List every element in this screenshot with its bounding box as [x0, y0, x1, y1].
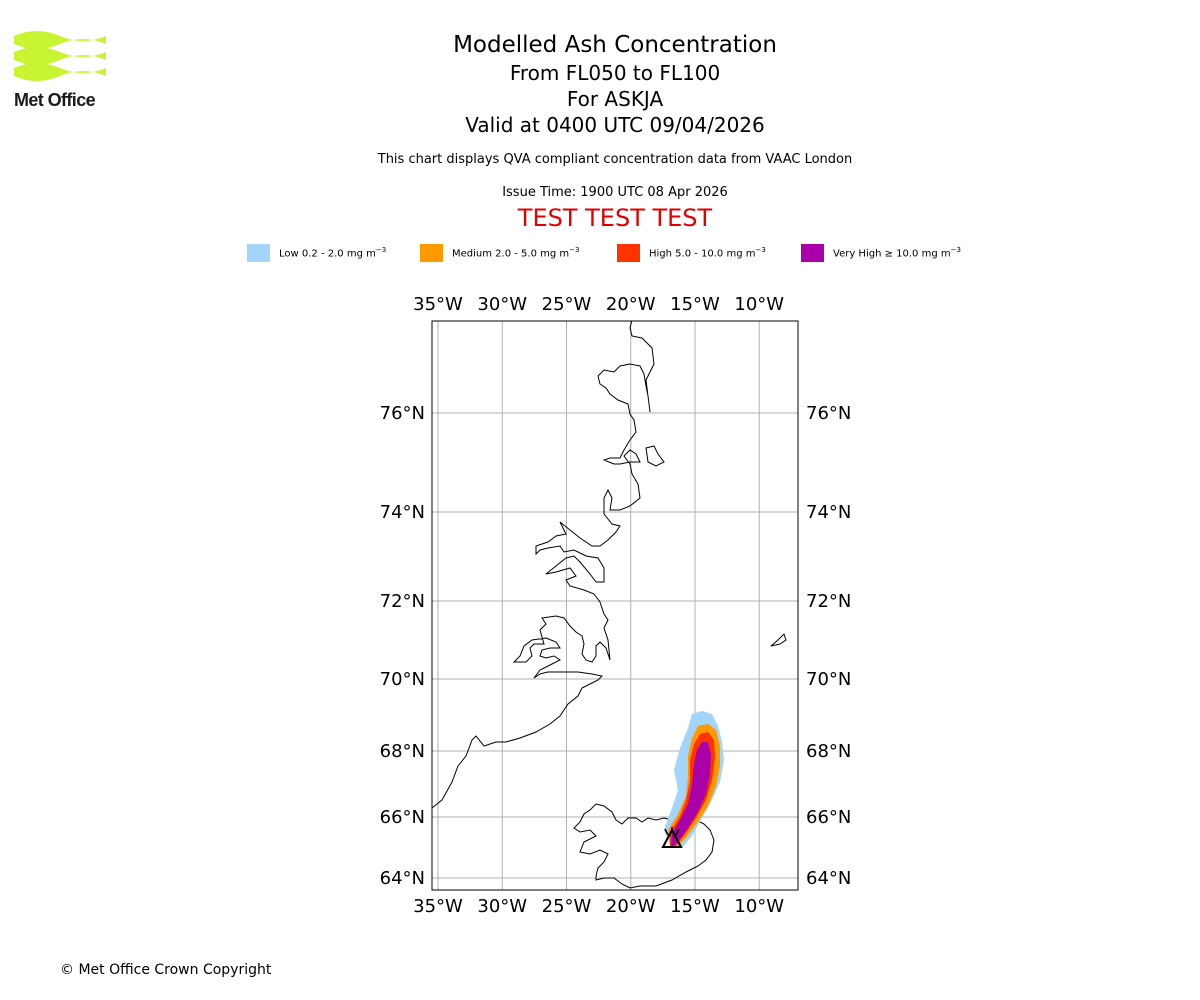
legend-item-medium: Medium 2.0 - 5.0 mg m−3 — [420, 244, 579, 262]
chart-description: This chart displays QVA compliant concen… — [377, 152, 853, 167]
longitude-tick-label: 15°W — [670, 294, 720, 315]
legend-unit-exponent: −3 — [755, 246, 766, 255]
longitude-tick-label: 20°W — [606, 294, 656, 315]
legend-label-medium: Medium 2.0 - 5.0 mg m — [452, 248, 570, 260]
volcano-icon — [661, 827, 683, 848]
iceland-coastline — [573, 803, 715, 889]
latitude-tick-label: 64°N — [806, 868, 851, 889]
map-gridlines — [432, 321, 798, 890]
latitude-labels-right: 76°N 74°N 72°N 70°N 68°N 66°N 64°N — [806, 403, 851, 889]
volcano-name: For ASKJA — [566, 87, 664, 111]
legend-item-low: Low 0.2 - 2.0 mg m−3 — [247, 244, 386, 262]
legend-label-low: Low 0.2 - 2.0 mg m — [279, 248, 376, 260]
chart-header: Modelled Ash Concentration From FL050 to… — [315, 30, 915, 232]
latitude-tick-label: 68°N — [806, 741, 851, 762]
valid-time: Valid at 0400 UTC 09/04/2026 — [465, 113, 765, 137]
legend-unit-exponent: −3 — [375, 246, 387, 255]
latitude-tick-label: 70°N — [380, 669, 425, 690]
copyright-notice: © Met Office Crown Copyright — [60, 962, 272, 978]
legend-swatch-very-high — [801, 244, 824, 262]
latitude-tick-label: 76°N — [380, 403, 425, 424]
island-outline — [645, 445, 665, 467]
longitude-tick-label: 15°W — [670, 896, 720, 917]
latitude-tick-label: 70°N — [806, 669, 851, 690]
longitude-tick-label: 20°W — [606, 896, 656, 917]
jan-mayen-outline — [770, 633, 787, 647]
legend-item-high: High 5.0 - 10.0 mg m−3 — [617, 244, 766, 262]
longitude-tick-label: 25°W — [542, 294, 592, 315]
legend-label-high: High 5.0 - 10.0 mg m — [649, 248, 756, 260]
latitude-tick-label: 66°N — [380, 807, 425, 828]
issue-time: Issue Time: 1900 UTC 08 Apr 2026 — [502, 185, 728, 200]
legend-swatch-medium — [420, 244, 443, 262]
latitude-labels-left: 76°N 74°N 72°N 70°N 68°N 66°N 64°N — [380, 403, 425, 889]
longitude-tick-label: 10°W — [734, 294, 784, 315]
longitude-tick-label: 35°W — [413, 294, 463, 315]
logo-text: Met Office — [14, 90, 96, 110]
met-office-waves-icon — [14, 31, 106, 81]
flight-level-range: From FL050 to FL100 — [509, 61, 721, 85]
chart-title: Modelled Ash Concentration — [453, 32, 777, 58]
legend-label-very-high: Very High ≥ 10.0 mg m — [833, 248, 951, 260]
map-frame — [431, 320, 799, 891]
latitude-tick-label: 64°N — [380, 868, 425, 889]
legend-swatch-low — [247, 244, 270, 262]
legend-item-very-high: Very High ≥ 10.0 mg m−3 — [801, 244, 961, 262]
longitude-tick-label: 30°W — [477, 294, 527, 315]
legend-unit-exponent: −3 — [569, 246, 580, 255]
test-banner: TEST TEST TEST — [517, 204, 713, 232]
ash-area-very-high — [671, 742, 711, 848]
met-office-logo: Met Office — [14, 28, 110, 114]
latitude-tick-label: 74°N — [380, 502, 425, 523]
longitude-tick-label: 35°W — [413, 896, 463, 917]
map-content — [432, 321, 787, 889]
longitude-tick-label: 30°W — [477, 896, 527, 917]
greenland-coastline — [432, 321, 655, 809]
latitude-tick-label: 68°N — [380, 741, 425, 762]
latitude-tick-label: 72°N — [806, 591, 851, 612]
latitude-tick-label: 66°N — [806, 807, 851, 828]
longitude-tick-label: 25°W — [542, 896, 592, 917]
longitude-tick-label: 10°W — [734, 896, 784, 917]
legend-swatch-high — [617, 244, 640, 262]
legend-unit-exponent: −3 — [950, 246, 961, 255]
latitude-tick-label: 74°N — [806, 502, 851, 523]
latitude-tick-label: 76°N — [806, 403, 851, 424]
latitude-tick-label: 72°N — [380, 591, 425, 612]
concentration-legend: Low 0.2 - 2.0 mg m−3 Medium 2.0 - 5.0 mg… — [247, 244, 987, 264]
longitude-labels-top: 35°W 30°W 25°W 20°W 15°W 10°W — [413, 294, 784, 315]
longitude-labels-bottom: 35°W 30°W 25°W 20°W 15°W 10°W — [413, 896, 784, 917]
